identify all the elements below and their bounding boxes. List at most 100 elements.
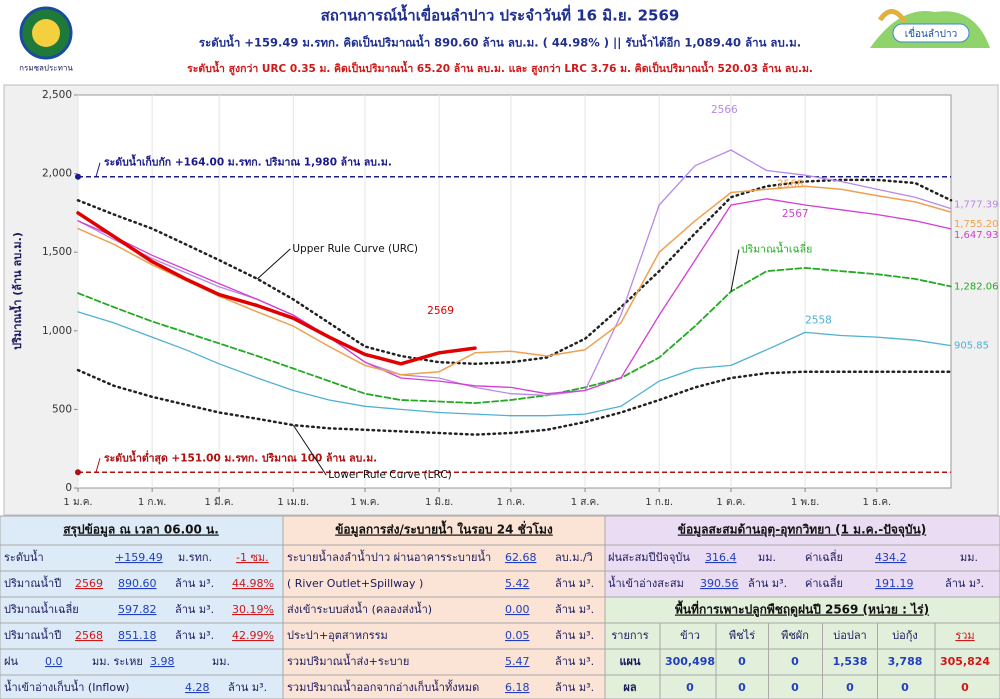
table-cell: 42.99%: [232, 629, 274, 642]
table-cell: ม.รทก.: [178, 551, 212, 564]
table-cell: ล้าน ม³.: [175, 629, 214, 642]
table-cell: 3,788: [888, 655, 923, 668]
table-cell: ( River Outlet+Spillway ): [287, 577, 423, 590]
y-tick-label: 2,500: [42, 89, 72, 101]
table-cell: มม.: [758, 551, 776, 564]
table-title: พื้นที่การเพาะปลูกพืชฤดูฝนปี 2569 (หน่วย…: [675, 600, 929, 618]
table-cell: 890.60: [118, 577, 157, 590]
table-cell: ข้าว: [680, 629, 700, 642]
table-cell: ฝนสะสมปีปัจจุบัน: [608, 551, 690, 564]
table-cell: 0: [791, 681, 799, 694]
series-line: [76, 211, 477, 366]
table-cell: 1,538: [833, 655, 868, 668]
series-label: 2567: [782, 208, 809, 220]
panel-crop: [604, 596, 1000, 699]
x-tick-label: 1 ก.พ.: [138, 497, 167, 508]
reference-label: ระดับน้ำต่ำสุด +151.00 ม.รทก. ปริมาณ 100…: [104, 449, 377, 465]
table-cell: 2569: [75, 577, 103, 590]
table-cell: ปริมาณน้ำปี: [4, 627, 61, 642]
table-cell: ล้าน ม³.: [945, 577, 984, 590]
label-leader: [257, 248, 291, 280]
series-line: [76, 368, 953, 436]
table-cell: พืชผัก: [781, 629, 809, 642]
table-cell: ผล: [623, 681, 636, 694]
table-cell: พืชไร่: [729, 629, 755, 642]
logo-left-inner: [32, 19, 60, 47]
y-tick-label: 1,000: [42, 325, 72, 337]
reference-marker: [75, 469, 81, 476]
table-cell: ล้าน ม³.: [228, 681, 267, 694]
reference-marker: [75, 173, 81, 180]
table-cell: 6.18: [505, 681, 530, 694]
table-cell: 0.05: [505, 629, 530, 642]
panel-release: [282, 515, 606, 699]
table-cell: ระบายน้ำลงลำน้ำปาว ผ่านอาคารระบายน้ำ: [287, 549, 491, 564]
logo-left-caption: กรมชลประทาน: [19, 64, 73, 73]
end-value-label: 1,777.39: [954, 200, 999, 211]
table-cell: ส่งเข้าระบบส่งน้ำ (คลองส่งน้ำ): [287, 601, 432, 616]
table-cell: มม.: [960, 551, 978, 564]
table-cell: 305,824: [940, 655, 990, 668]
table-cell: ล้าน ม³.: [175, 577, 214, 590]
table-cell: รายการ: [611, 629, 648, 642]
x-tick-label: 1 มิ.ย.: [425, 497, 453, 508]
table-cell: 316.4: [705, 551, 737, 564]
table-cell: มม.: [212, 655, 230, 668]
y-tick-label: 2,000: [42, 168, 72, 180]
note: ระดับน้ำ สูงกว่า URC 0.35 ม. คิดเป็นปริม…: [187, 60, 813, 76]
series-line: [77, 311, 952, 417]
table-cell: ค่าเฉลี่ย: [805, 549, 843, 564]
table-cell: 4.28: [185, 681, 210, 694]
table-cell: แผน: [619, 655, 641, 668]
x-tick-label: 1 ก.ย.: [645, 497, 673, 508]
reference-label: ระดับน้ำเก็บกัก +164.00 ม.รทก. ปริมาณ 1,…: [104, 154, 392, 169]
x-tick-label: 1 ส.ค.: [571, 497, 600, 508]
series-line: [77, 149, 952, 396]
table-cell: 0: [961, 681, 969, 694]
x-tick-label: 1 ม.ค.: [63, 497, 92, 508]
x-tick-label: 1 ต.ค.: [716, 497, 745, 508]
x-tick-label: 1 เม.ย.: [277, 497, 309, 508]
table-cell: 0.0: [45, 655, 63, 668]
series-label: 2568: [777, 178, 804, 190]
table-cell: 2568: [75, 629, 103, 642]
table-cell: 0: [686, 681, 694, 694]
table-cell: ลบ.ม./วิ: [555, 551, 593, 564]
series-line: [77, 198, 952, 395]
series-label: Upper Rule Curve (URC): [292, 243, 418, 255]
table-cell: รวม: [955, 629, 974, 642]
table-cell: 5.47: [505, 655, 530, 668]
table-cell: ล้าน ม³.: [555, 577, 594, 590]
table-cell: รวมปริมาณน้ำออกจากอ่างเก็บน้ำทั้งหมด: [287, 679, 479, 694]
table-cell: -1 ซม.: [236, 551, 269, 564]
x-tick-label: 1 พ.ค.: [350, 497, 379, 508]
series-line: [77, 267, 952, 404]
table-cell: 851.18: [118, 629, 157, 642]
x-tick-label: 1 มี.ค.: [205, 496, 234, 508]
table-cell: 191.19: [875, 577, 914, 590]
series-label: ปริมาณน้ำเฉลี่ย: [741, 242, 812, 256]
title: สถานการณ์น้ำเขื่อนลำปาว ประจำวันที่ 16 ม…: [321, 4, 680, 25]
end-value-label: 905.85: [954, 341, 989, 352]
label-leader: [730, 249, 740, 292]
table-cell: 300,498: [665, 655, 715, 668]
x-tick-label: 1 ก.ค.: [497, 497, 526, 508]
table-cell: 44.98%: [232, 577, 274, 590]
table-cell: น้ำเข้าอ่างเก็บน้ำ (Inflow): [4, 679, 129, 694]
y-tick-label: 500: [52, 403, 72, 415]
table-cell: ฝน: [4, 655, 18, 668]
table-cell: ปริมาณน้ำเฉลี่ย: [4, 601, 79, 616]
end-value-label: 1,282.06: [954, 281, 999, 292]
reference-leader: [95, 458, 101, 473]
table-cell: 62.68: [505, 551, 537, 564]
table-cell: ค่าเฉลี่ย: [805, 575, 843, 590]
panel-climate: [604, 515, 1000, 598]
table-cell: ล้าน ม³.: [748, 577, 787, 590]
table-cell: 0.00: [505, 603, 530, 616]
logo-right-badge: [892, 23, 970, 43]
table-cell: 0: [791, 655, 799, 668]
table-cell: 434.2: [875, 551, 907, 564]
table-cell: ระดับน้ำ: [4, 549, 44, 564]
table-cell: ปริมาณน้ำปี: [4, 575, 61, 590]
